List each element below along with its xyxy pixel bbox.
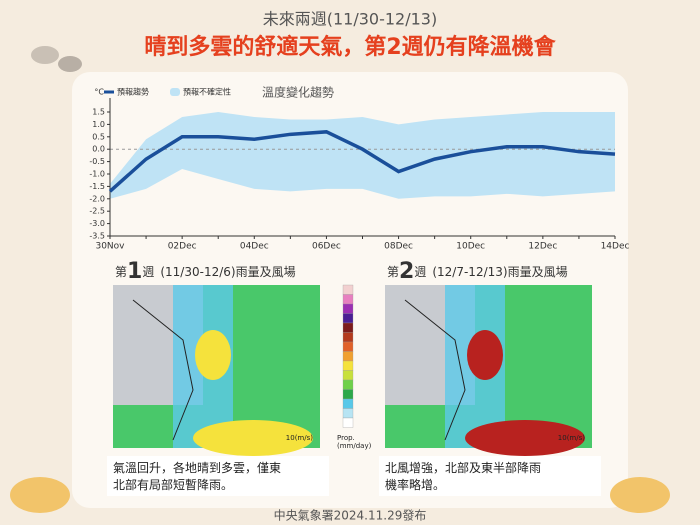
legend-swatch — [170, 88, 180, 96]
x-tick-label: 10Dec — [456, 242, 485, 252]
panel-title: 第2週 (12/7-12/13)雨量及風場 — [387, 259, 568, 284]
y-tick-label: -2.0 — [89, 194, 105, 203]
y-tick-label: 1.0 — [92, 120, 105, 129]
colorbar-cell — [342, 341, 354, 352]
x-tick-label: 08Dec — [384, 242, 413, 252]
colorbar-cell — [342, 332, 354, 343]
colorbar-cell — [342, 284, 354, 295]
colorbar-cell — [342, 370, 354, 381]
caption-line: 北風增強，北部及東半部降雨 — [385, 460, 541, 475]
caption-line: 北部有局部短暫降雨。 — [113, 477, 233, 492]
panel-title-part: 2 — [399, 259, 414, 284]
panel-title-part: 週 — [414, 265, 426, 279]
caption-box — [379, 456, 601, 496]
map-rain — [467, 330, 503, 380]
map-panels: 第1週 (11/30-12/6)雨量及風場10(m/s)氣溫回升，各地晴到多雲，僅… — [107, 259, 601, 496]
leaf — [58, 56, 82, 72]
panel-title-part: 1 — [127, 259, 142, 284]
y-tick-label: -1.5 — [89, 182, 105, 191]
footer: 中央氣象署2024.11.29發布 — [274, 508, 427, 523]
colorbar-label: Prop. — [337, 434, 355, 442]
line-chart: °C 1.5 1.0 0.5 0.0 -0.5 -1.0 -1.5 -2.0 -2.5 -3.0 -3… — [89, 85, 629, 252]
y-tick-label: -0.5 — [89, 157, 105, 166]
caption-line: 機率略增。 — [385, 477, 445, 492]
panel-title-part: (11/30-12/6)雨量及風場 — [160, 265, 295, 279]
caption-line: 氣溫回升，各地晴到多雲，僅東 — [113, 460, 281, 475]
x-tick-label: 14Dec — [601, 242, 630, 252]
panel-title-part: 第 — [387, 265, 399, 279]
colorbar-cell — [342, 379, 354, 390]
y-tick-label: 0.0 — [92, 145, 105, 154]
x-tick-label: 02Dec — [168, 242, 197, 252]
legend-label: 預報不確定性 — [183, 87, 231, 97]
title: 晴到多雲的舒適天氣，第2週仍有降溫機會 — [144, 34, 556, 60]
colorbar-cell — [342, 294, 354, 305]
colorbar-unit: (mm/day) — [337, 442, 372, 450]
subtitle: 未來兩週(11/30-12/13) — [263, 10, 437, 29]
colorbar-cell — [342, 398, 354, 409]
leaf — [31, 46, 59, 64]
uncertainty-band — [110, 112, 615, 199]
caption: 北風增強，北部及東半部降雨機率略增。 — [385, 460, 541, 492]
panel-title-part: 週 — [142, 265, 154, 279]
panel-title-part: 第 — [115, 265, 127, 279]
colorbar-cell — [342, 408, 354, 419]
y-tick-label: -3.5 — [89, 232, 105, 241]
y-tick-label: -3.0 — [89, 219, 105, 228]
map-rain — [195, 330, 231, 380]
leaf — [610, 477, 670, 513]
trend-line — [108, 130, 616, 193]
map-rain — [465, 420, 585, 456]
x-tick-label: 06Dec — [312, 242, 341, 252]
leaf — [10, 477, 70, 513]
y-tick-label: 1.5 — [92, 108, 105, 117]
colorbar-cell — [342, 351, 354, 362]
colorbar-cell — [342, 417, 354, 428]
colorbar-cell — [342, 360, 354, 371]
legend-label: 預報趨勢 — [117, 87, 149, 97]
y-tick-label: -2.5 — [89, 207, 105, 216]
caption: 氣溫回升，各地晴到多雲，僅東北部有局部短暫降雨。 — [113, 460, 281, 492]
colorbar-cell — [342, 313, 354, 324]
panel-title-part: (12/7-12/13)雨量及風場 — [432, 265, 567, 279]
colorbar-cell — [342, 303, 354, 314]
y-tick-label: -1.0 — [89, 170, 105, 179]
map-rain — [193, 420, 313, 456]
coast — [132, 299, 194, 441]
chart-title: 溫度變化趨勢 — [262, 85, 334, 100]
x-tick-label: 30Nov — [95, 242, 125, 252]
caption-box — [107, 456, 329, 496]
panel-title: 第1週 (11/30-12/6)雨量及風場 — [115, 259, 296, 284]
y-tick-label: 0.5 — [92, 132, 105, 141]
x-tick-label: 12Dec — [528, 242, 557, 252]
colorbar-cell — [342, 322, 354, 333]
coast — [404, 299, 466, 441]
y-unit: °C — [94, 88, 104, 97]
wind-scale: 10(m/s) — [286, 434, 313, 442]
wind-scale: 10(m/s) — [558, 434, 585, 442]
x-tick-label: 04Dec — [240, 242, 269, 252]
colorbar-cell — [342, 389, 354, 400]
